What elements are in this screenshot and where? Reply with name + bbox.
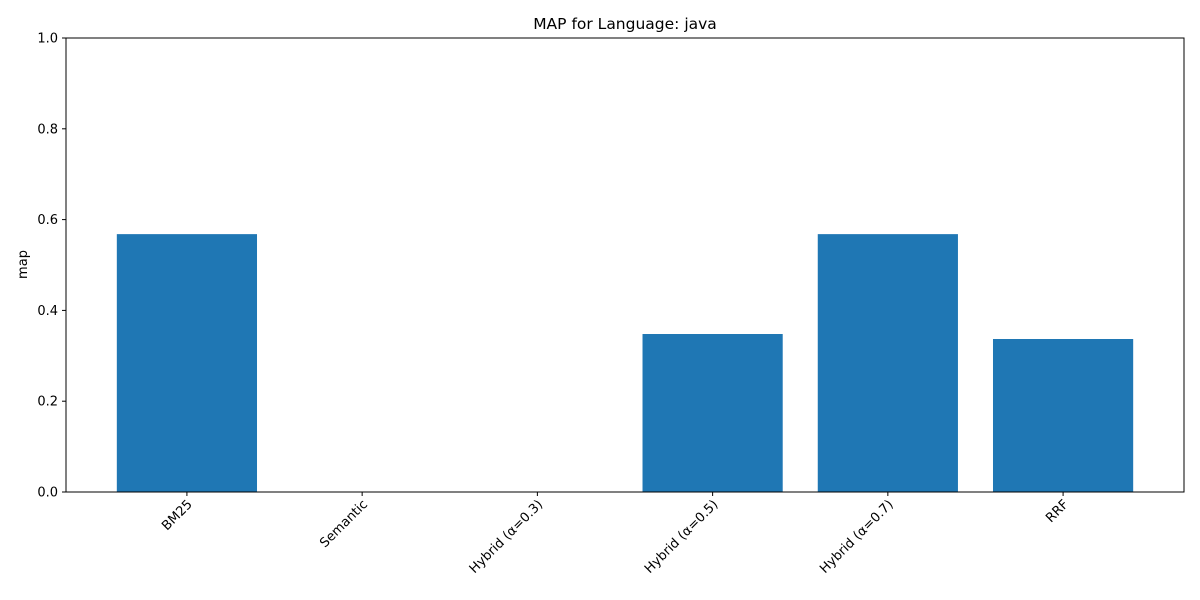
y-tick-label: 0.2	[37, 395, 58, 410]
y-tick-label: 0.4	[37, 304, 58, 319]
bar-0	[116, 234, 258, 492]
bar-4	[817, 234, 958, 492]
x-tick-label: Hybrid (α=0.5)	[642, 497, 721, 576]
x-tick-label: RRF	[1043, 497, 1072, 526]
y-tick-label: 0.0	[37, 486, 58, 501]
x-tick-label: Hybrid (α=0.7)	[817, 497, 896, 576]
y-tick-label: 0.8	[37, 122, 58, 137]
x-axis: BM25 Semantic Hybrid (α=0.3) Hybrid (α=0.5)…	[159, 492, 1072, 577]
y-tick-label: 1.0	[37, 32, 58, 47]
y-axis: 0.0 0.2 0.4 0.6 0.8 1.0	[37, 32, 66, 501]
bar-5	[992, 339, 1134, 492]
plot-frame	[65, 37, 1185, 493]
x-tick-label: Semantic	[317, 497, 371, 551]
bar-3	[642, 334, 783, 492]
bars-group	[116, 234, 1134, 492]
x-tick-label: BM25	[159, 497, 196, 534]
y-tick-label: 0.6	[37, 213, 58, 228]
y-axis-label: map	[16, 250, 31, 279]
x-tick-label: Hybrid (α=0.3)	[467, 497, 546, 576]
chart-title: MAP for Language: java	[533, 15, 717, 33]
